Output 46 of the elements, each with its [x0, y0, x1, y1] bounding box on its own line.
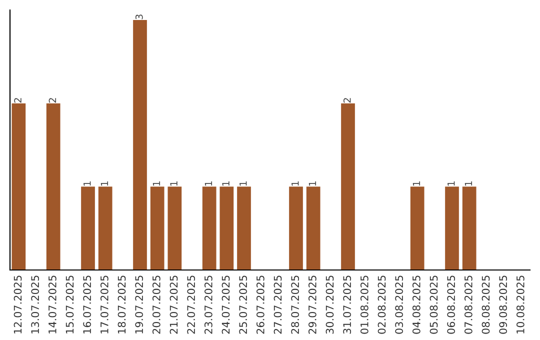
x-tick-label: 26.07.2025: [256, 276, 264, 334]
data-label: 1: [240, 181, 247, 186]
data-label: 1: [204, 181, 212, 186]
data-label: 1: [100, 181, 108, 186]
data-label: 1: [464, 181, 472, 186]
x-tick-label: 07.08.2025: [464, 276, 472, 334]
data-label: 1: [84, 181, 91, 186]
x-tick-label: 02.08.2025: [378, 276, 386, 334]
x-tick-label: 16.07.2025: [83, 276, 92, 334]
x-tick-label: 21.07.2025: [170, 276, 178, 334]
data-label: 1: [448, 181, 455, 186]
data-label: 2: [343, 98, 351, 103]
x-tick-label: 30.07.2025: [326, 276, 334, 334]
data-label: 2: [14, 98, 22, 103]
x-tick-label: 06.08.2025: [447, 276, 456, 334]
data-label: 1: [222, 181, 230, 186]
x-tick-label: 20.07.2025: [152, 276, 160, 334]
x-tick-label: 03.08.2025: [395, 276, 404, 334]
x-tick-label: 13.07.2025: [31, 276, 40, 334]
x-tick-label: 19.07.2025: [135, 276, 144, 334]
x-tick-label: 10.08.2025: [516, 276, 524, 334]
x-tick-label: 28.07.2025: [291, 276, 300, 334]
data-label: 1: [170, 181, 178, 186]
x-tick-label: 15.07.2025: [66, 276, 74, 334]
x-tick-label: 14.07.2025: [48, 276, 56, 334]
data-label: 1: [308, 181, 316, 186]
x-tick-label: 12.07.2025: [14, 276, 22, 334]
data-label: 1: [412, 181, 420, 186]
x-tick-label: 24.07.2025: [222, 276, 230, 334]
data-label: 1: [152, 181, 160, 186]
x-tick-label: 08.08.2025: [482, 276, 490, 334]
x-tick-label: 31.07.2025: [343, 276, 352, 334]
x-tick-label: 23.07.2025: [204, 276, 212, 334]
x-tick-label: 04.08.2025: [412, 276, 420, 334]
x-tick-label: 18.07.2025: [118, 276, 126, 334]
x-tick-label: 09.08.2025: [499, 276, 508, 334]
x-tick-label: 29.07.2025: [308, 276, 316, 334]
data-label: 3: [135, 14, 143, 20]
data-label: 2: [48, 98, 56, 103]
x-tick-label: 05.08.2025: [430, 276, 438, 334]
x-tick-label: 27.07.2025: [274, 276, 282, 334]
x-tick-label: 17.07.2025: [100, 276, 108, 334]
x-tick-label: 25.07.2025: [239, 276, 248, 334]
x-tick-label: 22.07.2025: [187, 276, 196, 334]
data-label: 1: [292, 181, 299, 186]
x-tick-label: 01.08.2025: [360, 276, 368, 334]
